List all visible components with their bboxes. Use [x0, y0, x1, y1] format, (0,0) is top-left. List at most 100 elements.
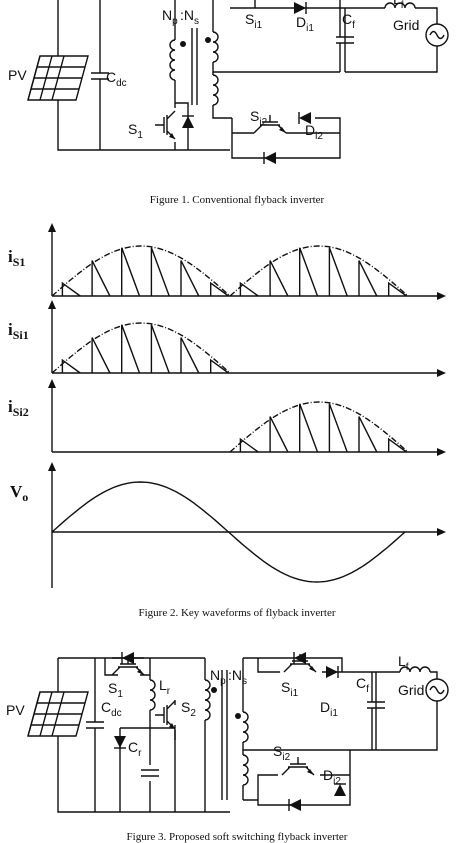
- label-main: Grid: [398, 682, 424, 698]
- label: Vo: [10, 482, 28, 504]
- wire: [191, 28, 198, 105]
- label-sub: i2: [259, 117, 267, 128]
- label-sub: i2: [333, 776, 341, 787]
- label-sub: i1: [306, 23, 314, 34]
- coil-gap: [212, 33, 214, 61]
- coil-gap: [212, 76, 214, 104]
- label: Cf: [356, 675, 369, 695]
- wire: [429, 30, 445, 40]
- label-main: C: [106, 69, 116, 85]
- caption: Figure 3. Proposed soft switching flybac…: [127, 831, 348, 843]
- wire: [399, 666, 431, 673]
- caption: Figure 1. Conventional flyback inverter: [150, 194, 325, 206]
- label: Cdc: [101, 699, 122, 719]
- coil-gap: [401, 671, 429, 673]
- label-main: L: [159, 677, 167, 693]
- label-main: C: [356, 675, 366, 691]
- wire: [212, 72, 232, 119]
- label-main: S: [181, 699, 190, 715]
- switch-gap: [290, 671, 310, 673]
- label: PV: [8, 67, 27, 83]
- coil-gap: [242, 756, 244, 784]
- label: Lf: [393, 0, 404, 11]
- wire: [229, 245, 409, 297]
- label: Grid: [398, 682, 424, 698]
- label-sub: i1: [254, 20, 262, 31]
- label: Di2: [305, 122, 323, 142]
- label-sub: r: [167, 686, 171, 697]
- polarity-dot: [180, 41, 186, 47]
- switch-arrow: [279, 127, 286, 133]
- label: Np: [162, 7, 178, 27]
- wire: [212, 62, 340, 73]
- polarity-dot: [205, 37, 211, 43]
- label-sub: f: [352, 20, 355, 31]
- wire: [230, 0, 340, 9]
- label: Si2: [273, 743, 291, 763]
- wire: [212, 74, 219, 106]
- wire: [243, 657, 372, 673]
- label-main: L: [393, 0, 401, 7]
- diode: [294, 2, 306, 14]
- axis-arrow: [437, 369, 446, 377]
- polarity-dot: [211, 687, 217, 693]
- wire: [384, 2, 416, 9]
- label-sub: r: [138, 748, 142, 759]
- axis-arrow: [48, 462, 56, 471]
- switch-gap: [118, 674, 138, 676]
- label: S1: [128, 121, 143, 141]
- switch-arrow: [137, 669, 144, 675]
- label-main: N: [210, 667, 220, 683]
- wire: [61, 324, 229, 374]
- label: Di2: [323, 767, 341, 787]
- label: Lf: [398, 653, 409, 673]
- axis-arrow: [437, 292, 446, 300]
- label-sub: f: [366, 684, 369, 695]
- label-sub: i2: [282, 752, 290, 763]
- wire: [61, 247, 229, 297]
- wire: [242, 754, 249, 786]
- wire: [175, 102, 189, 150]
- cap-gap: [141, 770, 159, 776]
- label: iSi2: [8, 397, 29, 419]
- wire: [229, 401, 409, 453]
- label: S1: [108, 680, 123, 700]
- label-sub: dc: [111, 708, 122, 719]
- switch-gap: [288, 774, 308, 776]
- label-sub: i1: [290, 688, 298, 699]
- axis-arrow: [48, 379, 56, 388]
- label-main: C: [128, 739, 138, 755]
- label-main: L: [398, 653, 406, 669]
- wire: [239, 247, 407, 297]
- label: Cr: [128, 739, 142, 759]
- label: PV: [6, 702, 25, 718]
- label-main: i: [8, 320, 13, 339]
- coil-gap: [386, 7, 414, 9]
- label: :Ns: [228, 667, 247, 687]
- label: iSi1: [8, 320, 29, 342]
- wire: [51, 481, 406, 583]
- wire: [345, 7, 438, 73]
- label-main: C: [101, 699, 111, 715]
- label-sub: 1: [117, 689, 123, 700]
- switch-arrow: [169, 723, 175, 729]
- wire: [104, 658, 150, 676]
- diode: [264, 152, 276, 164]
- label: S2: [181, 699, 196, 719]
- wire: [231, 117, 341, 159]
- label-main: PV: [8, 67, 27, 83]
- switch-gap: [174, 115, 176, 135]
- label: Di1: [320, 699, 338, 719]
- label: Lr: [159, 677, 171, 697]
- wire: [242, 742, 372, 751]
- wire: [339, 0, 385, 72]
- switch-gap: [174, 705, 176, 725]
- label-main: :N: [228, 667, 242, 683]
- axis-arrow: [437, 528, 446, 536]
- label-main: D: [296, 14, 306, 30]
- wire: [212, 31, 219, 63]
- label-sub: o: [22, 490, 28, 504]
- diode: [289, 799, 301, 811]
- label-main: S: [281, 679, 290, 695]
